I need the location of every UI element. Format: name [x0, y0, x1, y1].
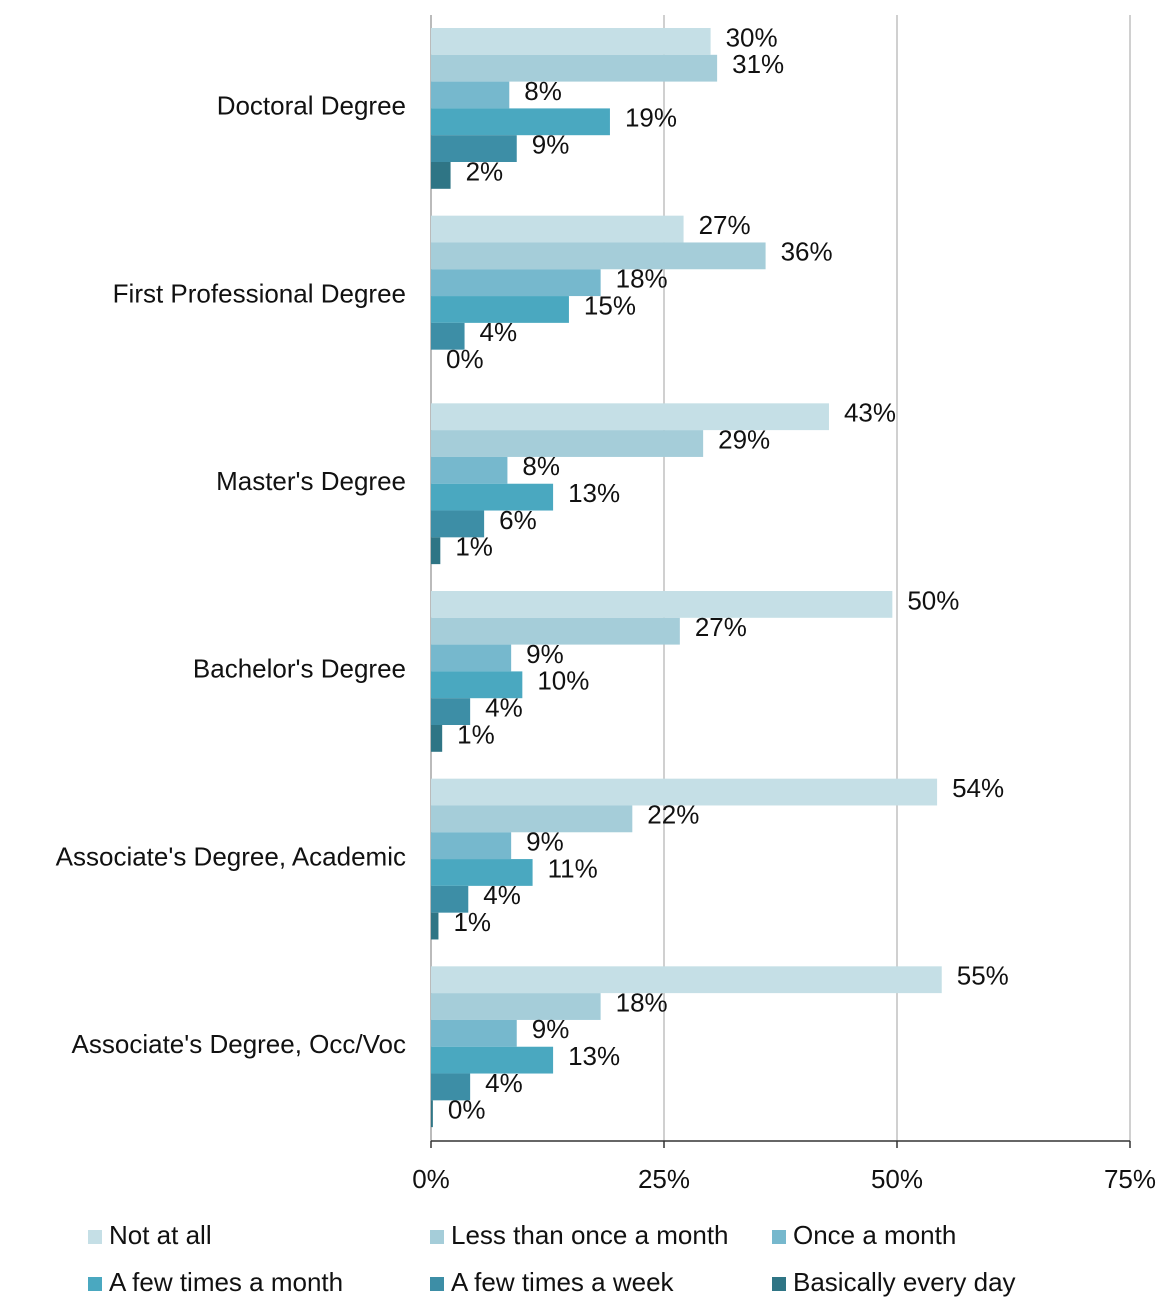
bar: [431, 1073, 471, 1101]
legend-label: Basically every day: [793, 1267, 1016, 1297]
bar: [431, 215, 684, 243]
bar: [431, 725, 443, 752]
data-label: 18%: [616, 264, 668, 294]
y-tick-label: First Professional Degree: [113, 278, 406, 308]
legend-label: A few times a week: [451, 1267, 675, 1297]
legend-label: A few times a month: [109, 1267, 343, 1297]
bar: [431, 135, 517, 162]
data-label: 13%: [568, 478, 620, 508]
bar: [431, 591, 893, 618]
x-tick-label: 25%: [638, 1164, 690, 1194]
bar: [431, 456, 508, 484]
data-label: 27%: [695, 612, 747, 642]
data-label: 31%: [732, 49, 784, 79]
x-tick-label: 75%: [1104, 1164, 1156, 1194]
bar: [431, 483, 554, 511]
data-label: 15%: [584, 290, 636, 320]
legend-swatch: [88, 1230, 102, 1244]
data-label: 0%: [446, 344, 484, 374]
data-label: 55%: [957, 961, 1009, 991]
bar: [431, 28, 711, 55]
bar: [431, 1100, 433, 1128]
data-label: 54%: [952, 773, 1004, 803]
data-label: 19%: [625, 103, 677, 133]
data-label: 13%: [568, 1041, 620, 1071]
bar: [431, 430, 704, 457]
bar: [431, 54, 718, 82]
bar: [431, 832, 512, 860]
bar: [431, 81, 510, 109]
data-label: 43%: [844, 398, 896, 428]
data-label: 9%: [532, 129, 570, 159]
data-label: 8%: [524, 76, 562, 106]
y-tick-label: Bachelor's Degree: [193, 654, 406, 684]
bar: [431, 1019, 517, 1047]
bar: [431, 537, 441, 565]
data-label: 18%: [616, 987, 668, 1017]
legend-label: Once a month: [793, 1220, 956, 1250]
bar: [431, 510, 485, 538]
data-label: 29%: [718, 424, 770, 454]
bar: [431, 322, 465, 350]
bar: [431, 1046, 554, 1074]
bar: [431, 805, 633, 833]
bar: [431, 778, 938, 806]
legend-swatch: [430, 1277, 444, 1291]
legend-swatch: [772, 1277, 786, 1291]
data-label: 1%: [457, 719, 495, 749]
bar: [431, 885, 469, 913]
bar: [431, 403, 829, 431]
bar: [431, 269, 601, 297]
y-tick-label: Master's Degree: [216, 466, 406, 496]
data-label: 8%: [522, 451, 560, 481]
bar: [431, 859, 533, 886]
data-label: 4%: [483, 880, 521, 910]
bar: [431, 108, 610, 136]
legend-label: Less than once a month: [451, 1220, 729, 1250]
data-label: 30%: [726, 22, 778, 52]
data-label: 4%: [480, 317, 518, 347]
legend-swatch: [88, 1277, 102, 1291]
bar: [431, 966, 942, 994]
data-label: 0%: [448, 1095, 486, 1125]
data-label: 4%: [485, 692, 523, 722]
bar: [431, 296, 569, 323]
bar: [431, 993, 601, 1020]
bar: [431, 644, 512, 672]
data-label: 50%: [907, 585, 959, 615]
x-tick-label: 0%: [412, 1164, 450, 1194]
data-label: 4%: [485, 1068, 523, 1098]
data-label: 9%: [526, 827, 564, 857]
y-tick-label: Associate's Degree, Occ/Voc: [72, 1029, 406, 1059]
data-label: 10%: [537, 666, 589, 696]
data-label: 22%: [647, 800, 699, 830]
data-label: 11%: [548, 853, 598, 883]
data-label: 1%: [455, 532, 493, 562]
data-label: 9%: [532, 1014, 570, 1044]
y-tick-label: Associate's Degree, Academic: [56, 841, 406, 871]
bar: [431, 617, 680, 645]
legend-label: Not at all: [109, 1220, 212, 1250]
data-label: 2%: [466, 156, 504, 186]
bar: [431, 912, 439, 940]
data-label: 36%: [781, 237, 833, 267]
data-label: 1%: [453, 907, 491, 937]
x-tick-label: 50%: [871, 1164, 923, 1194]
bar: [431, 671, 523, 699]
data-label: 9%: [526, 639, 564, 669]
legend-swatch: [772, 1230, 786, 1244]
y-tick-label: Doctoral Degree: [217, 91, 406, 121]
legend-swatch: [430, 1230, 444, 1244]
bar: [431, 162, 451, 189]
data-label: 27%: [699, 210, 751, 240]
data-label: 6%: [499, 505, 537, 535]
bar: [431, 698, 471, 725]
bar: [431, 242, 766, 270]
